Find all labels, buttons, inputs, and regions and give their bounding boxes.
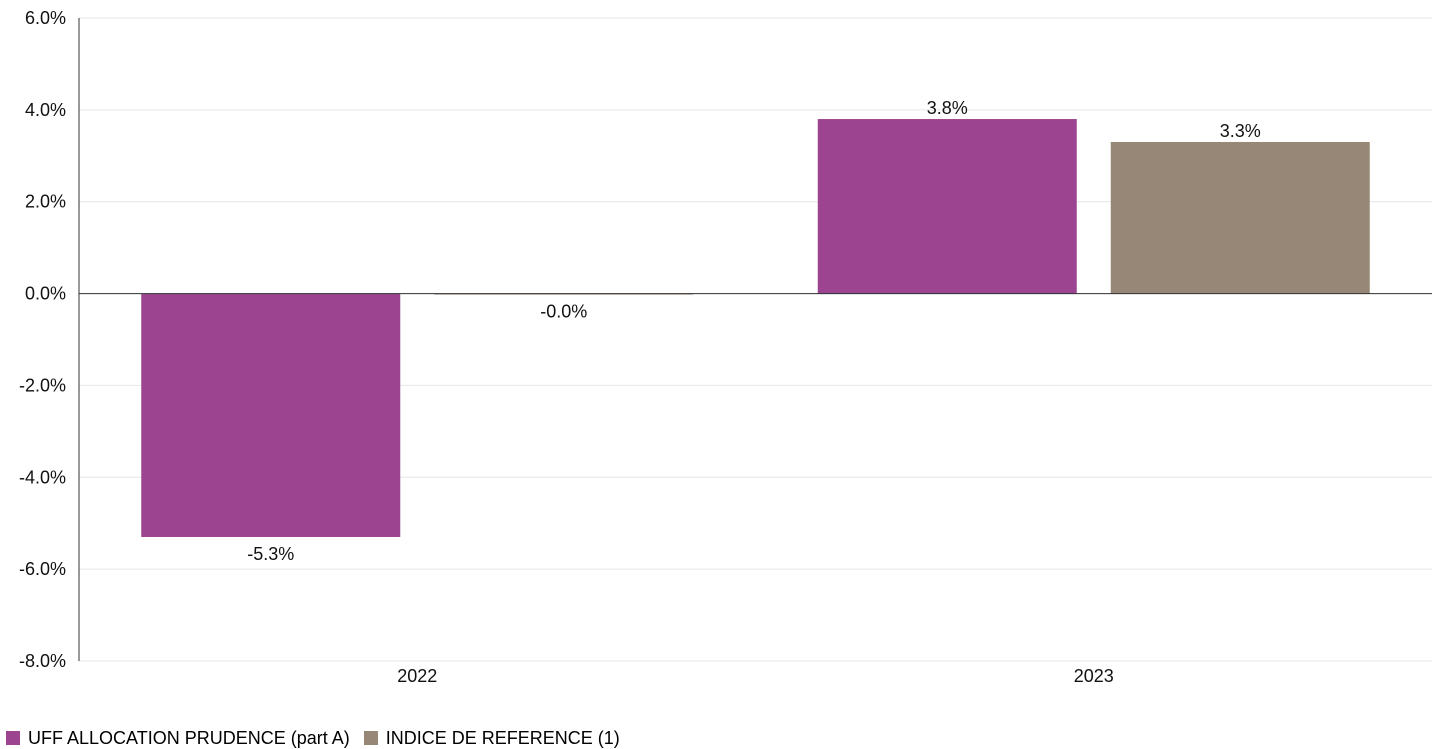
y-tick-label: 6.0% <box>25 8 66 28</box>
legend-swatch-indice <box>363 731 378 745</box>
bar <box>1110 142 1370 294</box>
bar <box>817 119 1077 294</box>
data-label: -0.0% <box>540 301 587 321</box>
x-tick-label: 2023 <box>1074 666 1114 686</box>
y-tick-label: 0.0% <box>25 284 66 304</box>
y-tick-label: -2.0% <box>19 375 66 395</box>
legend-item-indice[interactable]: INDICE DE REFERENCE (1) <box>363 727 620 749</box>
legend: UFF ALLOCATION PRUDENCE (part A) INDICE … <box>6 727 634 749</box>
y-tick-label: -6.0% <box>19 559 66 579</box>
y-tick-label: -8.0% <box>19 651 66 671</box>
legend-label-uff: UFF ALLOCATION PRUDENCE (part A) <box>28 727 350 748</box>
legend-label-indice: INDICE DE REFERENCE (1) <box>385 727 620 748</box>
data-label: 3.8% <box>927 98 968 118</box>
x-tick-label: 2022 <box>397 666 437 686</box>
bar <box>141 293 401 537</box>
data-label: -5.3% <box>247 544 294 564</box>
data-label: 3.3% <box>1220 121 1261 141</box>
y-tick-label: -4.0% <box>19 467 66 487</box>
legend-swatch-uff <box>6 731 20 745</box>
y-tick-label: 4.0% <box>25 100 66 120</box>
legend-item-uff[interactable]: UFF ALLOCATION PRUDENCE (part A) <box>6 728 350 749</box>
y-tick-label: 2.0% <box>25 192 66 212</box>
